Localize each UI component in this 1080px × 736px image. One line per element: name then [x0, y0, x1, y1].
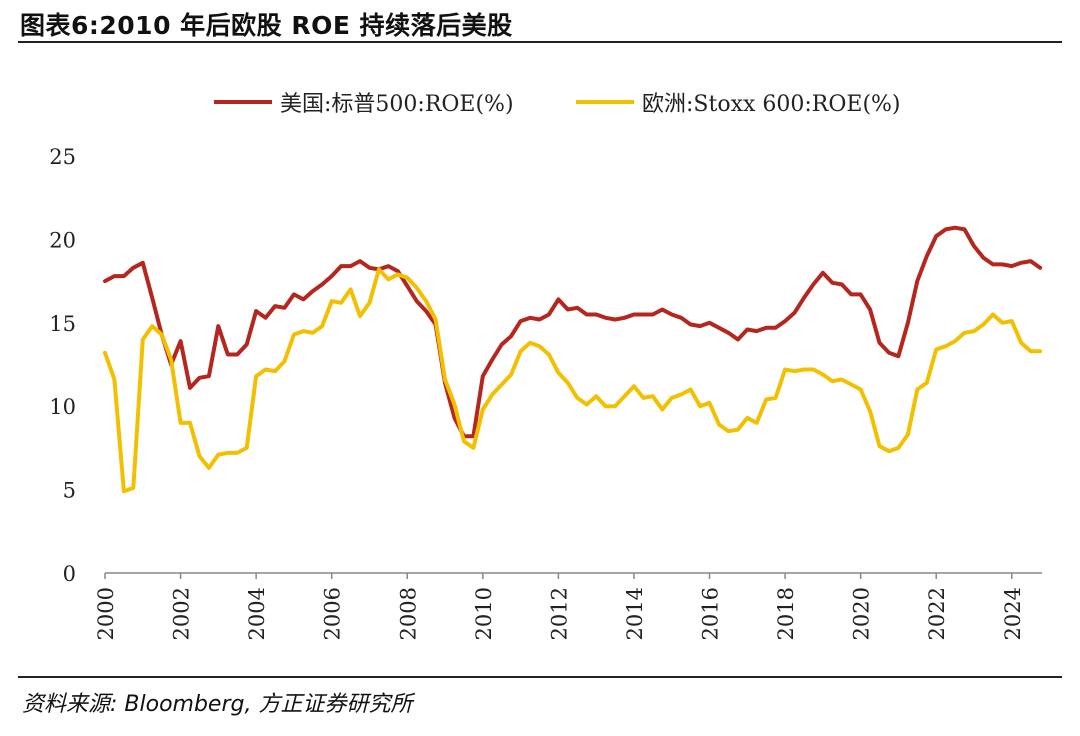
x-tick-label: 2022: [925, 587, 949, 640]
footer-rule: [18, 676, 1062, 678]
legend-swatch-eu: [576, 100, 634, 104]
y-tick-label: 0: [63, 562, 76, 586]
x-tick-label: 2004: [245, 587, 269, 640]
x-tick-label: 2018: [774, 587, 798, 640]
series-line-eu: [103, 267, 1043, 494]
x-tick-label: 2006: [321, 587, 345, 640]
legend-swatch-us: [214, 100, 272, 104]
series-lines: [103, 225, 1043, 494]
x-tick-label: 2012: [547, 587, 571, 640]
y-tick-label: 20: [49, 228, 76, 252]
chart-title: 图表6:2010 年后欧股 ROE 持续落后美股: [20, 11, 513, 40]
x-axis-ticks: 2000 2002 2004 2006 2008 2010 2012 2014 2016 2018…: [94, 573, 1025, 640]
legend-item-us: 美国:标普500:ROE(%): [214, 86, 514, 118]
x-tick-label: 2010: [472, 587, 496, 640]
legend-item-eu: 欧洲:Stoxx 600:ROE(%): [576, 86, 901, 118]
series-line-us: [103, 225, 1043, 439]
legend-label-eu: 欧洲:Stoxx 600:ROE(%): [642, 92, 901, 117]
legend: 美国:标普500:ROE(%) 欧洲:Stoxx 600:ROE(%): [0, 86, 1080, 122]
x-tick-label: 2014: [623, 587, 647, 640]
x-tick-label: 2000: [94, 587, 118, 640]
legend-label-us: 美国:标普500:ROE(%): [280, 92, 514, 117]
source-note: 资料来源: Bloomberg, 方正证券研究所: [22, 692, 413, 717]
y-tick-label: 10: [49, 395, 76, 419]
x-tick-label: 2008: [396, 587, 420, 640]
title-rule: [18, 41, 1062, 43]
x-tick-label: 2002: [170, 587, 194, 640]
y-axis-ticks: 0 5 10 15 20 25: [49, 145, 76, 586]
x-tick-label: 2016: [699, 587, 723, 640]
x-tick-label: 2020: [850, 587, 874, 640]
x-tick-label: 2024: [1001, 587, 1025, 640]
y-tick-label: 25: [49, 145, 76, 169]
y-tick-label: 15: [49, 312, 76, 336]
y-tick-label: 5: [63, 479, 76, 503]
